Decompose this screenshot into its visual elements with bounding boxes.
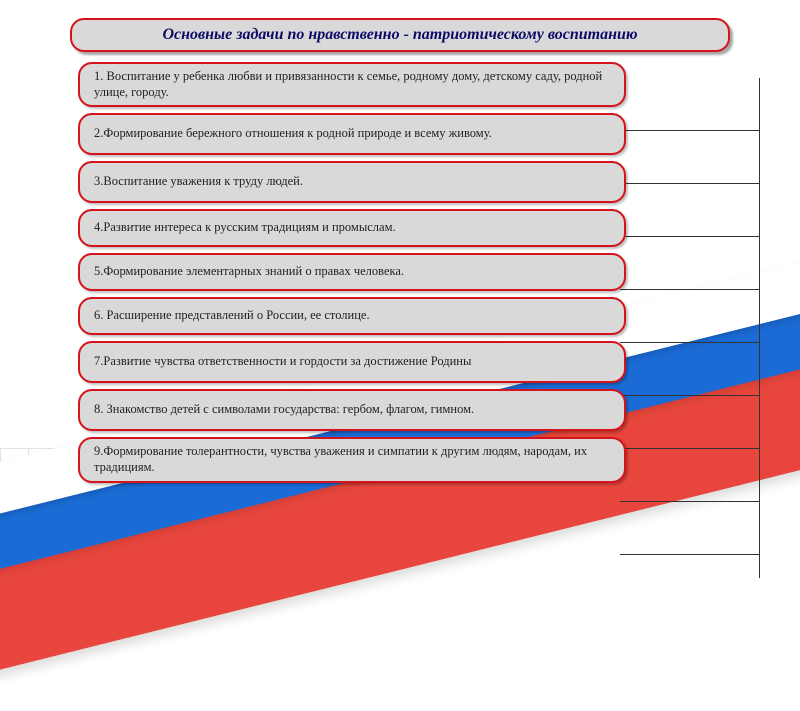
task-text: 8. Знакомство детей с символами государс… (94, 402, 474, 418)
task-text: 1. Воспитание у ребенка любви и привязан… (94, 69, 612, 100)
task-text: 4.Развитие интереса к русским традициям … (94, 220, 396, 236)
task-item: 7.Развитие чувства ответственности и гор… (78, 341, 626, 383)
task-text: 2.Формирование бережного отношения к род… (94, 126, 492, 142)
task-text: 3.Воспитание уважения к труду людей. (94, 174, 303, 190)
title-text: Основные задачи по нравственно - патриот… (162, 26, 637, 43)
task-list: 1. Воспитание у ребенка любви и привязан… (0, 62, 800, 483)
task-item: 2.Формирование бережного отношения к род… (78, 113, 626, 155)
task-item: 1. Воспитание у ребенка любви и привязан… (78, 62, 626, 107)
task-item: 8. Знакомство детей с символами государс… (78, 389, 626, 431)
task-text: 9.Формирование толерантности, чувства ув… (94, 444, 612, 475)
task-text: 6. Расширение представлений о России, ее… (94, 308, 370, 324)
task-item: 4.Развитие интереса к русским традициям … (78, 209, 626, 247)
slide-content: Основные задачи по нравственно - патриот… (0, 18, 800, 483)
task-text: 7.Развитие чувства ответственности и гор… (94, 354, 471, 370)
title-box: Основные задачи по нравственно - патриот… (70, 18, 730, 52)
task-text: 5.Формирование элементарных знаний о пра… (94, 264, 404, 280)
task-item: 6. Расширение представлений о России, ее… (78, 297, 626, 335)
task-item: 3.Воспитание уважения к труду людей. (78, 161, 626, 203)
task-item: 5.Формирование элементарных знаний о пра… (78, 253, 626, 291)
task-item: 9.Формирование толерантности, чувства ув… (78, 437, 626, 482)
